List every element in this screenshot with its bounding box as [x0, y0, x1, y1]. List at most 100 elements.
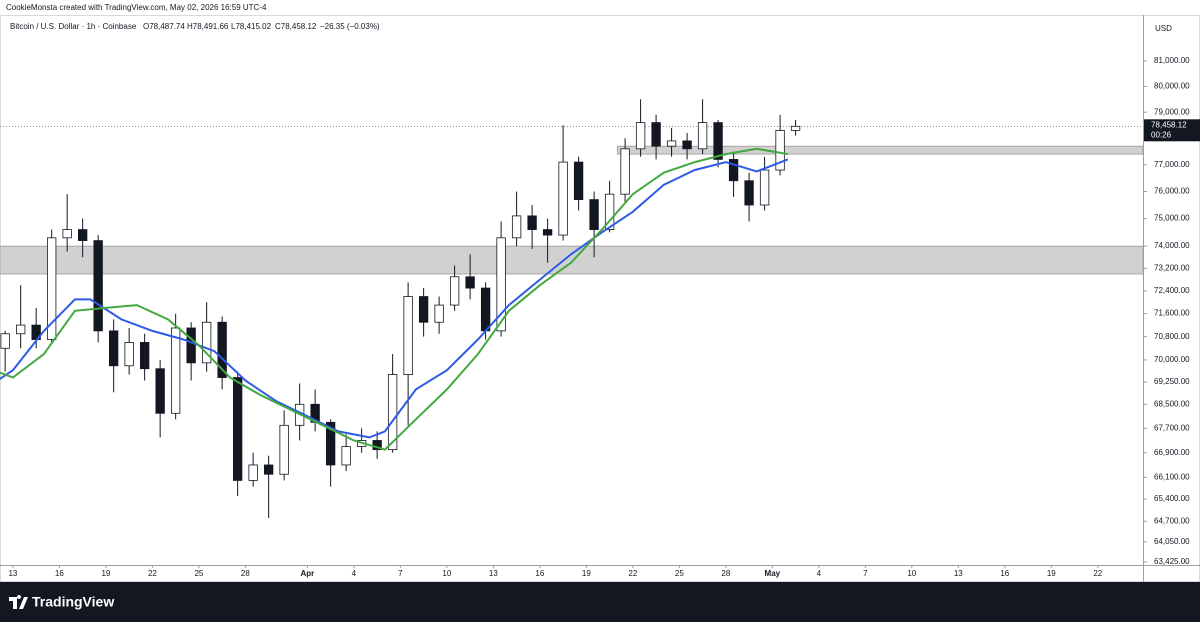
- x-tick-label: May: [765, 569, 781, 578]
- y-tick-label: 64,700.00: [1154, 516, 1190, 525]
- candle-body: [542, 229, 553, 236]
- candle-body: [139, 342, 150, 370]
- candle-body: [465, 276, 475, 289]
- candle-body: [449, 276, 460, 306]
- candle-body: [124, 342, 134, 367]
- candle-body: [201, 321, 212, 364]
- candle-body: [744, 180, 754, 206]
- x-tick-label: 4: [352, 569, 357, 578]
- candle-body: [496, 237, 506, 332]
- y-tick-label: 71,600.00: [1154, 309, 1190, 318]
- y-tick-label: 77,000.00: [1154, 160, 1190, 169]
- x-tick-label: 16: [55, 569, 64, 578]
- legend-low: L78,415.02: [231, 22, 272, 31]
- brand-logo: TradingView: [9, 594, 114, 610]
- candle-body: [759, 169, 770, 206]
- y-tick-label: 65,400.00: [1154, 494, 1190, 503]
- candle-body: [403, 296, 413, 376]
- legend-high: H78,491.66: [187, 22, 229, 31]
- candle-body: [0, 333, 10, 349]
- y-tick-label: 70,000.00: [1154, 355, 1190, 364]
- candle-body: [46, 237, 57, 340]
- candle-body: [635, 122, 646, 150]
- x-tick-label: 22: [1093, 569, 1102, 578]
- candle-body: [511, 215, 522, 239]
- x-tick-label: 7: [863, 569, 868, 578]
- last-price-tag: [1144, 119, 1200, 142]
- y-tick-label: 66,900.00: [1154, 448, 1190, 457]
- y-tick-label: 70,800.00: [1154, 332, 1190, 341]
- candle-body: [16, 324, 26, 335]
- x-tick-label: 25: [675, 569, 684, 578]
- y-tick-label: 63,425.00: [1154, 557, 1190, 566]
- x-tick-label: 28: [721, 569, 730, 578]
- x-tick-label: 22: [148, 569, 157, 578]
- zone: [616, 145, 1143, 155]
- candle-body: [790, 125, 801, 131]
- candle-body: [775, 130, 785, 171]
- plot-area: [0, 99, 1143, 519]
- candle-body: [263, 464, 274, 475]
- x-tick-label: 19: [1047, 569, 1056, 578]
- y-tick-label: 73,200.00: [1154, 263, 1190, 272]
- brand-icon: [9, 595, 28, 609]
- y-tick-label: 69,250.00: [1154, 377, 1190, 386]
- candle-body: [728, 159, 739, 182]
- moving-average: [0, 147, 788, 451]
- footer-bar: [0, 582, 1200, 622]
- x-tick-label: 13: [489, 569, 498, 578]
- x-tick-label: 25: [194, 569, 203, 578]
- y-tick-label: 72,400.00: [1154, 286, 1190, 295]
- candle-body: [589, 199, 599, 230]
- last-price-label: 78,458.12: [1151, 120, 1187, 129]
- y-tick-label: 80,000.00: [1154, 82, 1190, 91]
- x-tick-label: 22: [628, 569, 637, 578]
- legend-change: −26.35 (−0.03%): [320, 22, 380, 31]
- candle-body: [108, 330, 119, 367]
- x-tick-label: 28: [241, 569, 250, 578]
- x-tick-label: 16: [535, 569, 544, 578]
- candle-body: [77, 229, 88, 241]
- y-tick-label: 68,500.00: [1154, 399, 1190, 408]
- candle-body: [232, 377, 243, 481]
- y-tick-label: 74,000.00: [1154, 241, 1190, 250]
- candle-body: [186, 327, 196, 364]
- candle-body: [155, 368, 165, 414]
- candle-body: [697, 122, 708, 150]
- candle-body: [62, 229, 72, 239]
- candle-body: [480, 287, 491, 332]
- candle-body: [604, 193, 615, 230]
- moving-average: [0, 158, 789, 439]
- candle-body: [248, 464, 258, 481]
- candle-body: [573, 161, 584, 200]
- y-tick-label: 75,000.00: [1154, 214, 1190, 223]
- zone: [0, 245, 1143, 275]
- candle-body: [279, 424, 289, 475]
- countdown-label: 00:26: [1151, 130, 1172, 139]
- candle-body: [620, 148, 630, 195]
- y-tick-label: 67,700.00: [1154, 423, 1190, 432]
- x-tick-label: Apr: [300, 569, 314, 578]
- candle-body: [325, 421, 336, 466]
- legend-open: O78,487.74: [143, 22, 185, 31]
- x-tick-label: 13: [954, 569, 963, 578]
- x-tick-label: 10: [442, 569, 451, 578]
- candle-body: [387, 374, 398, 451]
- credit: CookieMonsta created with TradingView.co…: [6, 3, 267, 12]
- candle-body: [217, 321, 227, 378]
- candle-body: [93, 240, 103, 332]
- candle-body: [434, 304, 444, 323]
- y-tick-label: 64,050.00: [1154, 537, 1190, 546]
- x-tick-label: 13: [8, 569, 17, 578]
- candle-body: [666, 140, 677, 147]
- candle-body: [170, 327, 181, 414]
- candle-body: [651, 122, 661, 147]
- candle-body: [418, 296, 429, 323]
- x-tick-label: 10: [907, 569, 916, 578]
- candle-body: [713, 122, 723, 160]
- x-tick-label: 16: [1000, 569, 1009, 578]
- currency-label: USD: [1155, 24, 1172, 33]
- legend: Bitcoin / U.S. Dollar · 1h · Coinbase O7…: [10, 22, 380, 31]
